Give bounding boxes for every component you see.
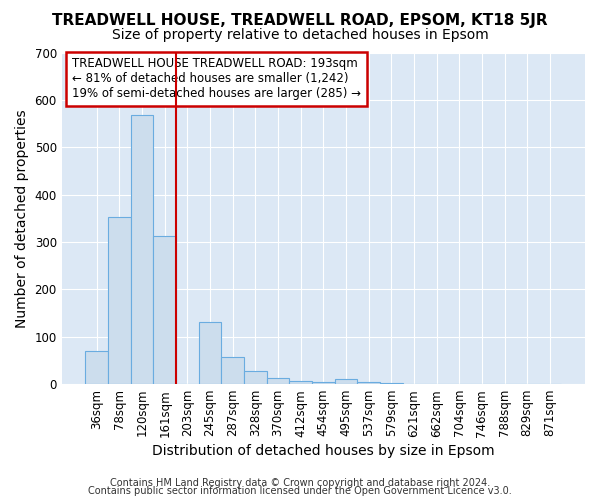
Bar [312, 382, 335, 384]
Text: TREADWELL HOUSE TREADWELL ROAD: 193sqm
← 81% of detached houses are smaller (1,2: TREADWELL HOUSE TREADWELL ROAD: 193sqm ←… [72, 58, 361, 100]
Bar [266, 378, 289, 384]
Bar [380, 382, 403, 384]
Bar [358, 382, 380, 384]
Bar [221, 357, 244, 384]
Bar [199, 322, 221, 384]
Bar [154, 236, 176, 384]
Bar [131, 115, 154, 384]
Bar [244, 372, 266, 384]
Bar [289, 381, 312, 384]
Text: Contains HM Land Registry data © Crown copyright and database right 2024.: Contains HM Land Registry data © Crown c… [110, 478, 490, 488]
Text: Contains public sector information licensed under the Open Government Licence v3: Contains public sector information licen… [88, 486, 512, 496]
X-axis label: Distribution of detached houses by size in Epsom: Distribution of detached houses by size … [152, 444, 494, 458]
Y-axis label: Number of detached properties: Number of detached properties [15, 109, 29, 328]
Text: TREADWELL HOUSE, TREADWELL ROAD, EPSOM, KT18 5JR: TREADWELL HOUSE, TREADWELL ROAD, EPSOM, … [52, 12, 548, 28]
Bar [335, 379, 358, 384]
Bar [85, 351, 108, 384]
Text: Size of property relative to detached houses in Epsom: Size of property relative to detached ho… [112, 28, 488, 42]
Bar [108, 218, 131, 384]
